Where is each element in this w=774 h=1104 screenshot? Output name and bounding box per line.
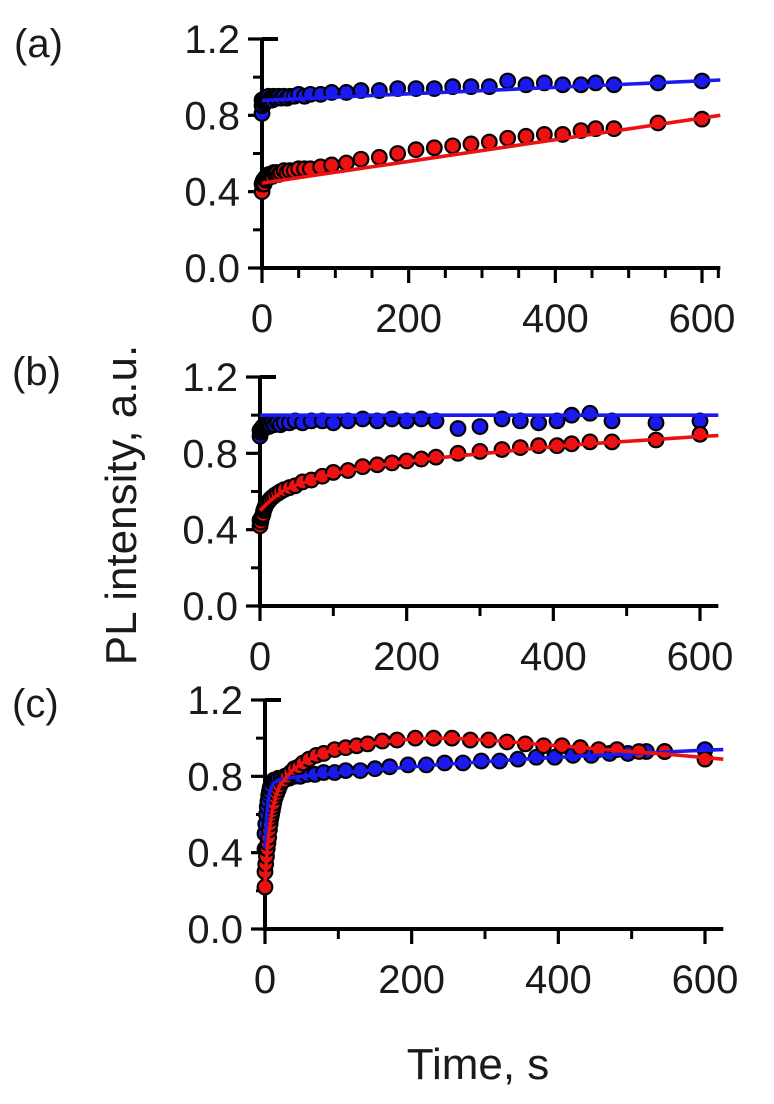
x-tick-label: 600 [669,297,736,341]
blue-unannealed-marker [530,414,548,432]
panel-c-chart: 0.0 0.4 0.8 1.2 0 200 400 600 [187,679,739,1002]
panel-b-chart: 0.0 0.4 0.8 1.2 0 200 400 600 [182,356,734,679]
x-tick-label: 0 [251,297,273,341]
x-tick-label: 600 [672,958,739,1002]
blue-unannealed-marker [449,420,467,437]
blue-unannealed-marker [587,74,605,92]
red-annealed-marker [389,145,407,162]
blue-unannealed-marker [471,418,489,436]
y-tick-label: 0.4 [182,509,238,553]
red-annealed-fit-line [263,736,724,882]
y-tick-label: 0.4 [187,832,243,876]
red-annealed-marker [352,150,370,168]
red-annealed-marker [517,127,535,145]
red-annealed-marker [462,135,480,153]
red-annealed-marker [471,443,489,460]
x-tick-label: 400 [522,297,589,341]
panel-c-label: (c) [12,682,59,726]
y-tick-label: 0.0 [184,247,240,291]
x-tick-label: 200 [378,958,445,1002]
red-annealed-marker [256,878,274,896]
y-tick-label: 0.8 [184,94,240,138]
y-tick-label: 1.2 [187,679,243,723]
y-tick-label: 0.8 [187,755,243,799]
x-tick-label: 200 [373,635,440,679]
x-tick-label: 400 [525,958,592,1002]
y-tick-label: 0.8 [182,432,238,476]
y-tick-label: 0.4 [184,171,240,215]
panel-a-label: (a) [14,22,63,66]
red-annealed-marker [425,139,443,157]
y-tick-label: 0.0 [187,908,243,952]
y-tick-label: 1.2 [182,356,238,400]
panel-b-label: (b) [12,350,61,394]
x-tick-label: 600 [667,635,734,679]
red-annealed-marker [407,141,425,159]
red-annealed-marker [444,137,462,155]
red-annealed-marker [449,444,467,462]
x-tick-label: 0 [254,958,276,1002]
y-axis-title: PL intensity, a.u. [97,344,146,666]
blue-unannealed-marker [647,414,665,432]
red-annealed-marker [530,437,548,455]
blue-unannealed-fit-line [261,78,721,103]
blue-unannealed-marker [581,404,599,422]
y-tick-label: 0.0 [182,585,238,629]
blue-unannealed-marker [324,414,342,432]
red-annealed-marker [691,425,709,443]
blue-unannealed-marker [399,756,417,774]
red-annealed-marker [499,129,517,147]
blue-unannealed-fit-line [263,747,724,849]
x-axis-title: Time, s [406,1040,550,1089]
blue-unannealed-marker [554,76,572,94]
x-tick-label: 400 [520,635,587,679]
panel-a-chart: 0.0 0.4 0.8 1.2 0 200 400 600 [184,18,736,341]
red-annealed-marker [370,148,388,166]
red-annealed-fit-line [258,433,719,512]
red-annealed-marker [323,156,341,174]
y-tick-label: 1.2 [184,18,240,62]
x-tick-label: 200 [375,297,442,341]
x-tick-label: 0 [249,635,271,679]
blue-unannealed-marker [499,72,517,90]
red-annealed-fit-line [261,113,721,185]
